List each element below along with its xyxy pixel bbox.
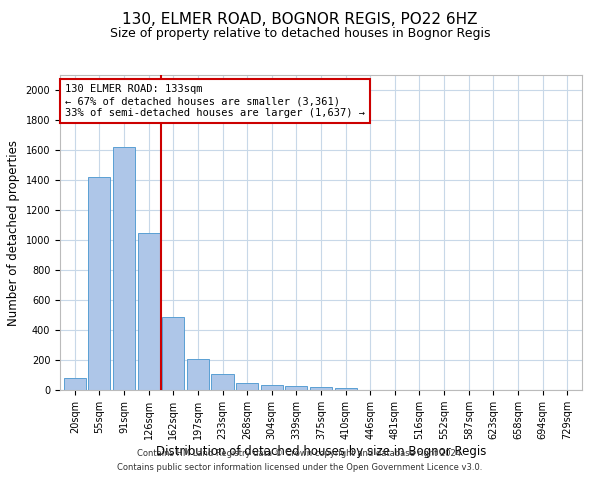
Text: 130, ELMER ROAD, BOGNOR REGIS, PO22 6HZ: 130, ELMER ROAD, BOGNOR REGIS, PO22 6HZ: [122, 12, 478, 28]
Bar: [236, 383, 258, 390]
Bar: [162, 316, 184, 390]
Bar: [113, 147, 135, 390]
Y-axis label: Number of detached properties: Number of detached properties: [7, 140, 20, 326]
Text: Size of property relative to detached houses in Bognor Regis: Size of property relative to detached ho…: [110, 28, 490, 40]
Bar: [310, 387, 332, 390]
Bar: [335, 388, 357, 390]
Bar: [260, 385, 283, 390]
Text: Contains HM Land Registry data © Crown copyright and database right 2024.: Contains HM Land Registry data © Crown c…: [137, 448, 463, 458]
Bar: [211, 374, 233, 390]
Bar: [64, 378, 86, 390]
X-axis label: Distribution of detached houses by size in Bognor Regis: Distribution of detached houses by size …: [156, 445, 486, 458]
Bar: [187, 359, 209, 390]
Bar: [285, 386, 307, 390]
Bar: [137, 232, 160, 390]
Bar: [88, 177, 110, 390]
Text: Contains public sector information licensed under the Open Government Licence v3: Contains public sector information licen…: [118, 464, 482, 472]
Text: 130 ELMER ROAD: 133sqm
← 67% of detached houses are smaller (3,361)
33% of semi-: 130 ELMER ROAD: 133sqm ← 67% of detached…: [65, 84, 365, 117]
